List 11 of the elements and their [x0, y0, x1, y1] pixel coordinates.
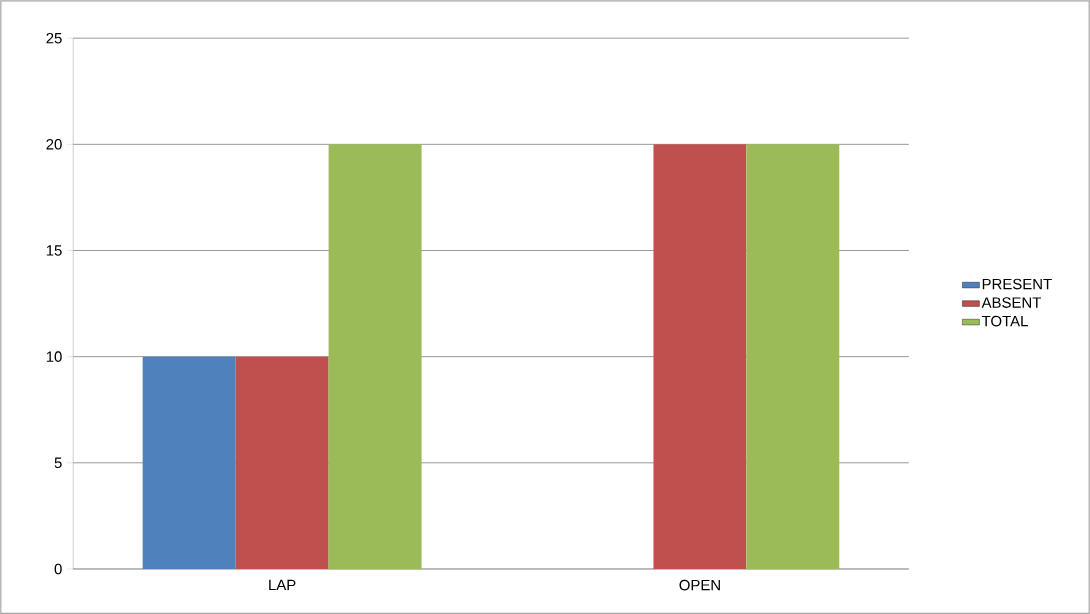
y-tick-label: 0 — [54, 563, 62, 575]
y-tick-label: 15 — [46, 245, 62, 256]
legend-label: TOTAL — [981, 315, 1028, 327]
legend-label: ABSENT — [981, 297, 1042, 308]
x-tick-label: LAP — [269, 579, 296, 591]
legend-label: PRESENT — [982, 278, 1052, 290]
y-tick-label: 20 — [46, 138, 62, 150]
x-tick-label: OPEN — [679, 579, 720, 591]
y-tick-label: 25 — [46, 32, 62, 44]
y-tick-label: 10 — [46, 351, 62, 362]
y-tick-label: 5 — [54, 457, 62, 468]
